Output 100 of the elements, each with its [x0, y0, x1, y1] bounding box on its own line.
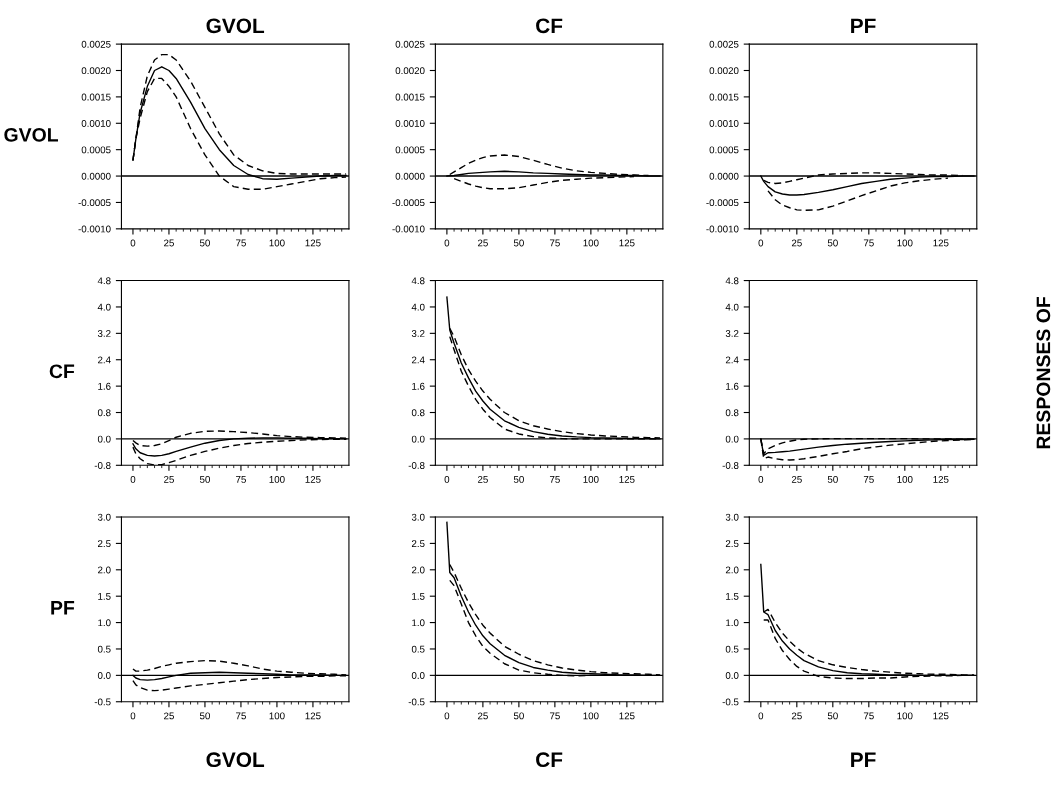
- x-tick-label: 75: [863, 476, 874, 483]
- y-tick-label: 3.2: [725, 330, 739, 337]
- x-tick-label: 100: [897, 475, 913, 483]
- x-tick-label: 0: [758, 712, 764, 720]
- y-tick-label: 1.5: [726, 593, 739, 600]
- y-tick-label: 0.0025: [81, 40, 111, 48]
- x-tick-label: 50: [199, 239, 210, 247]
- y-tick-label: 4.0: [97, 303, 111, 311]
- y-tick-label: -0.0010: [706, 225, 739, 233]
- y-tick-label: 0.0: [725, 435, 739, 443]
- x-tick-label: 25: [164, 712, 174, 720]
- chart-title: PF: [851, 18, 876, 33]
- y-tick-label: -0.5: [408, 698, 425, 706]
- y-tick-label: 0.0015: [709, 93, 739, 101]
- x-tick-label: 75: [549, 712, 560, 720]
- y-tick-label: -0.0005: [78, 199, 111, 207]
- y-tick-label: 1.0: [98, 619, 111, 627]
- x-tick-label: 25: [791, 712, 802, 720]
- y-tick-label: 0.0: [411, 672, 425, 679]
- y-tick-label: 2.5: [725, 540, 739, 548]
- x-tick-label: 125: [305, 475, 321, 483]
- y-tick-label: 3.0: [97, 513, 111, 521]
- y-tick-label: -0.8: [408, 462, 425, 469]
- text: RESPONSES OF: [1036, 296, 1051, 449]
- y-tick-label: 0.0: [97, 672, 111, 679]
- x-tick-label: 0: [444, 475, 450, 483]
- y-tick-label: 2.4: [98, 356, 111, 364]
- y-tick-label: 0.0: [725, 672, 739, 679]
- y-tick-label: 2.0: [725, 566, 739, 574]
- y-tick-label: 0.0000: [395, 172, 425, 180]
- y-tick-label: 1.0: [726, 619, 739, 627]
- x-tick-label: 50: [199, 475, 210, 483]
- y-tick-label: -0.8: [722, 462, 739, 469]
- y-tick-label: 1.5: [412, 593, 425, 600]
- x-tick-label: 125: [619, 712, 635, 720]
- y-tick-label: 0.0010: [395, 120, 425, 127]
- y-tick-label: 0.8: [97, 409, 111, 417]
- y-tick-label: 3.2: [97, 330, 111, 337]
- y-axis-title: PF: [51, 601, 75, 615]
- y-tick-label: 0.0015: [395, 93, 425, 101]
- y-tick-label: 2.0: [98, 566, 111, 574]
- y-tick-label: 2.4: [411, 356, 425, 364]
- x-tick-label: 100: [269, 712, 285, 720]
- x-tick-label: 100: [897, 239, 913, 247]
- x-tick-label: 75: [863, 239, 874, 247]
- y-tick-label: -0.0005: [392, 199, 425, 207]
- y-tick-label: 4.8: [725, 277, 739, 285]
- y-tick-label: -0.0010: [78, 225, 111, 233]
- x-tick-label: 0: [758, 239, 764, 247]
- x-tick-label: 75: [236, 712, 246, 720]
- x-tick-label: 0: [130, 712, 136, 720]
- y-tick-label: 1.0: [412, 619, 425, 627]
- y-tick-label: 0.0025: [709, 40, 739, 48]
- y-tick-label: 0.5: [97, 645, 111, 653]
- y-tick-label: -0.0010: [392, 225, 425, 233]
- x-tick-label: 50: [513, 712, 524, 720]
- y-tick-label: 0.0005: [395, 146, 425, 154]
- chart-title: GVOL: [206, 18, 265, 34]
- y-tick-label: 0.0020: [81, 67, 111, 75]
- y-tick-label: 1.6: [726, 382, 739, 390]
- x-tick-label: 0: [444, 712, 450, 720]
- x-tick-label: 25: [791, 475, 802, 483]
- y-tick-label: 4.0: [725, 303, 739, 311]
- y-tick-label: 3.0: [411, 513, 425, 521]
- y-tick-label: 4.0: [411, 303, 425, 311]
- y-tick-label: 3.2: [411, 330, 425, 337]
- x-tick-label: 75: [549, 476, 560, 483]
- y-tick-label: 0.0015: [81, 93, 111, 101]
- y-tick-label: 0.0005: [709, 146, 739, 154]
- x-tick-label: 100: [897, 712, 913, 720]
- y-tick-label: 1.6: [98, 382, 111, 390]
- x-tick-label: 125: [933, 239, 949, 247]
- x-tick-label: 50: [827, 712, 838, 720]
- y-tick-label: 0.0010: [709, 120, 739, 127]
- y-tick-label: 4.8: [97, 277, 111, 285]
- y-tick-label: -0.8: [94, 462, 111, 469]
- x-tick-label: 25: [164, 239, 174, 247]
- y-tick-label: 2.4: [725, 356, 739, 364]
- x-tick-label: 125: [619, 475, 635, 483]
- x-tick-label: 0: [130, 239, 136, 247]
- x-tick-label: 100: [269, 475, 285, 483]
- x-tick-label: 25: [477, 712, 488, 720]
- x-tick-label: 25: [791, 239, 802, 247]
- y-tick-label: 0.0005: [81, 146, 111, 154]
- y-tick-label: 0.5: [411, 645, 425, 653]
- chart-title: CF: [536, 18, 563, 34]
- y-tick-label: -0.5: [94, 698, 111, 706]
- x-tick-label: 50: [513, 239, 524, 247]
- x-tick-label: 0: [130, 475, 136, 483]
- x-tick-label: 125: [619, 239, 635, 247]
- y-tick-label: 4.8: [411, 277, 425, 285]
- x-tick-label: 125: [933, 712, 949, 720]
- y-tick-label: 2.5: [98, 540, 111, 548]
- y-tick-label: 0.0000: [81, 172, 111, 180]
- x-tick-label: 50: [827, 239, 838, 247]
- y-axis-title: GVOL: [4, 127, 59, 142]
- y-tick-label: -0.5: [722, 698, 739, 706]
- y-tick-label: 0.0000: [709, 172, 739, 180]
- y-tick-label: 0.0025: [395, 40, 425, 48]
- x-tick-label: 25: [164, 475, 174, 483]
